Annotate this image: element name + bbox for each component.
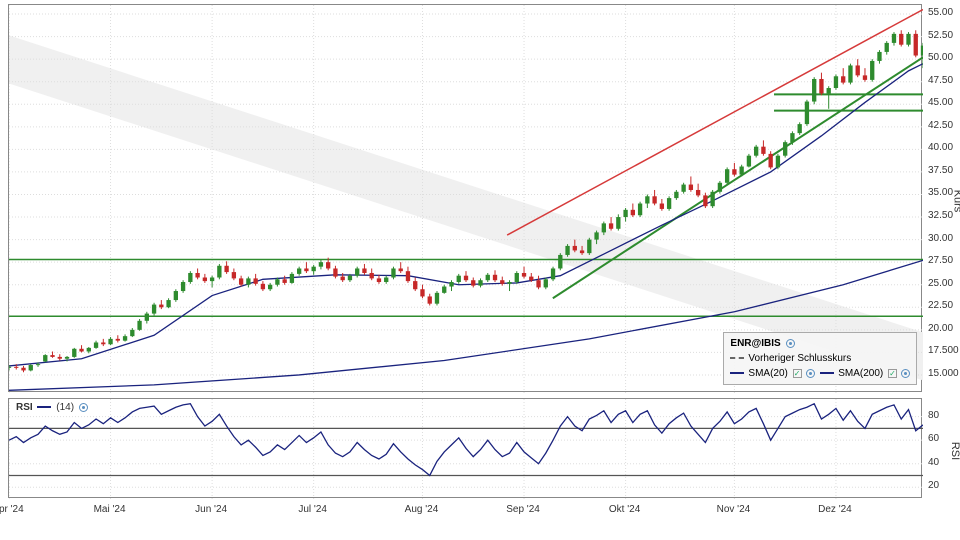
price-chart[interactable]: ENR@IBIS Vorheriger Schlusskurs SMA(20) … [8,4,922,392]
gear-icon[interactable] [79,403,88,412]
legend-sma20-label: SMA(20) [748,368,787,379]
rsi-chart[interactable]: RSI (14) [8,398,922,498]
rsi-axis-label: RSI [949,442,960,460]
rsi-chart-svg [9,399,923,499]
rsi-title-text: RSI [16,402,33,413]
checkbox-icon[interactable]: ✓ [793,369,802,378]
rsi-line-swatch [37,406,51,408]
legend-symbol: ENR@IBIS [730,338,780,349]
legend-sma200-label: SMA(200) [838,368,883,379]
rsi-title: RSI (14) [13,401,91,414]
gear-icon[interactable] [786,339,795,348]
gear-icon[interactable] [806,369,815,378]
rsi-period-label: (14) [56,402,74,413]
price-axis-label: Kurs [951,190,960,213]
legend-sma20-swatch [730,372,744,374]
checkbox-icon[interactable]: ✓ [888,369,897,378]
legend-prev-close-label: Vorheriger Schlusskurs [748,353,851,364]
legend-prev-close-swatch [730,357,744,359]
price-legend: ENR@IBIS Vorheriger Schlusskurs SMA(20) … [723,332,917,385]
time-x-axis: Apr '24Mai '24Jun '24Jul '24Aug '24Sep '… [8,500,922,524]
gear-icon[interactable] [901,369,910,378]
legend-sma200-swatch [820,372,834,374]
